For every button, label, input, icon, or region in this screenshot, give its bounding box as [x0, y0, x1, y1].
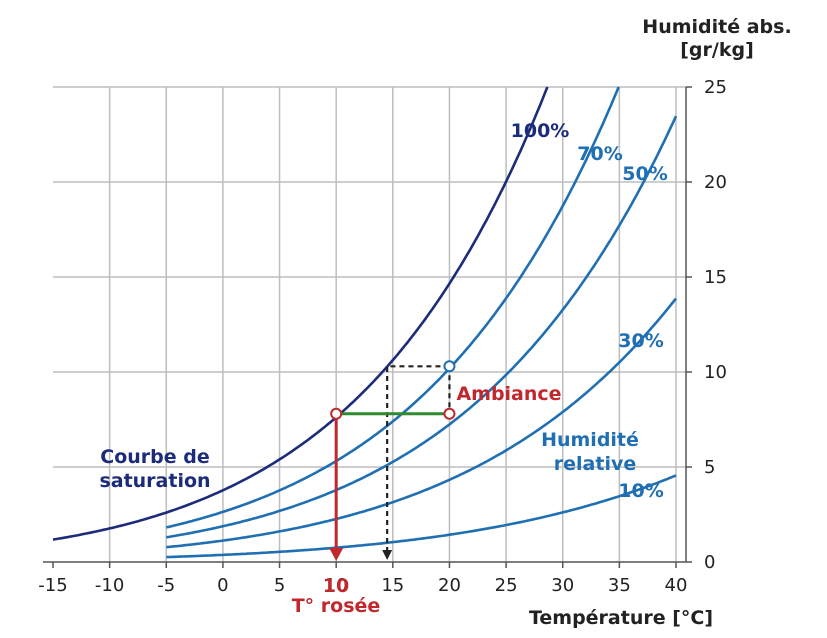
series-label-30: 30% — [618, 330, 663, 352]
dew-point-construction — [329, 360, 456, 561]
series-label-100: 100% — [511, 120, 570, 142]
x-tick-label: 15 — [381, 575, 404, 596]
axes: -15 -10 -5 0 5 10 15 20 25 30 35 40 0 5 10 15 20 25 — [38, 77, 727, 596]
dew-point-marker — [330, 407, 343, 420]
y-axis-title-line1: Humidité abs. — [642, 16, 791, 38]
relative-humidity-label-line1: Humidité — [541, 429, 639, 451]
x-tick-label: 5 — [274, 575, 285, 596]
series-label-70: 70% — [577, 143, 622, 165]
x-tick-label: 10 — [325, 575, 348, 596]
x-axis-title: Température [°C] — [529, 607, 713, 629]
y-tick-label: 20 — [704, 172, 727, 193]
x-tick-label: 35 — [608, 575, 631, 596]
grid-lines — [53, 86, 686, 562]
series-label-50: 50% — [622, 163, 667, 185]
ambiance-label: Ambiance — [456, 383, 561, 405]
x-tick-label: 30 — [551, 575, 574, 596]
series-line-50 — [166, 115, 678, 539]
saturation-label-line1: Courbe de — [100, 446, 209, 468]
relative-humidity-label-line2: relative — [554, 453, 636, 475]
series-line-70 — [166, 86, 620, 529]
x-tick-label: -5 — [157, 575, 175, 596]
y-tick-label: 25 — [704, 77, 727, 98]
x-tick-label: 25 — [495, 575, 518, 596]
saturation-label-line2: saturation — [99, 470, 210, 492]
y-tick-label: 5 — [704, 457, 715, 478]
dashed-arrowhead — [382, 550, 393, 560]
y-axis-title-line2: [gr/kg] — [680, 39, 754, 61]
x-tick-label: 0 — [217, 575, 228, 596]
series-line-30 — [166, 297, 678, 549]
dew-value-label: 10 — [323, 575, 349, 597]
dew-point-label: T° rosée — [292, 595, 381, 617]
series-line-10 — [166, 474, 677, 559]
series-label-10: 10% — [618, 480, 663, 502]
x-tick-label: 40 — [665, 575, 688, 596]
rh-curves — [52, 86, 678, 559]
ambiance-marker — [443, 407, 456, 420]
x-tick-label: 20 — [438, 575, 461, 596]
y-tick-label: 0 — [704, 552, 715, 573]
dew-point-arrowhead — [329, 548, 344, 561]
dashed-guide-line — [386, 365, 450, 554]
x-tick-label: -15 — [38, 575, 67, 596]
chart-labels: Humidité abs. [gr/kg] Température [°C] C… — [99, 16, 791, 629]
y-tick-label: 15 — [704, 267, 727, 288]
y-tick-label: 10 — [704, 362, 727, 383]
x-tick-label: -10 — [95, 575, 124, 596]
series-line-100 — [52, 86, 549, 541]
saturated-marker — [443, 360, 456, 373]
